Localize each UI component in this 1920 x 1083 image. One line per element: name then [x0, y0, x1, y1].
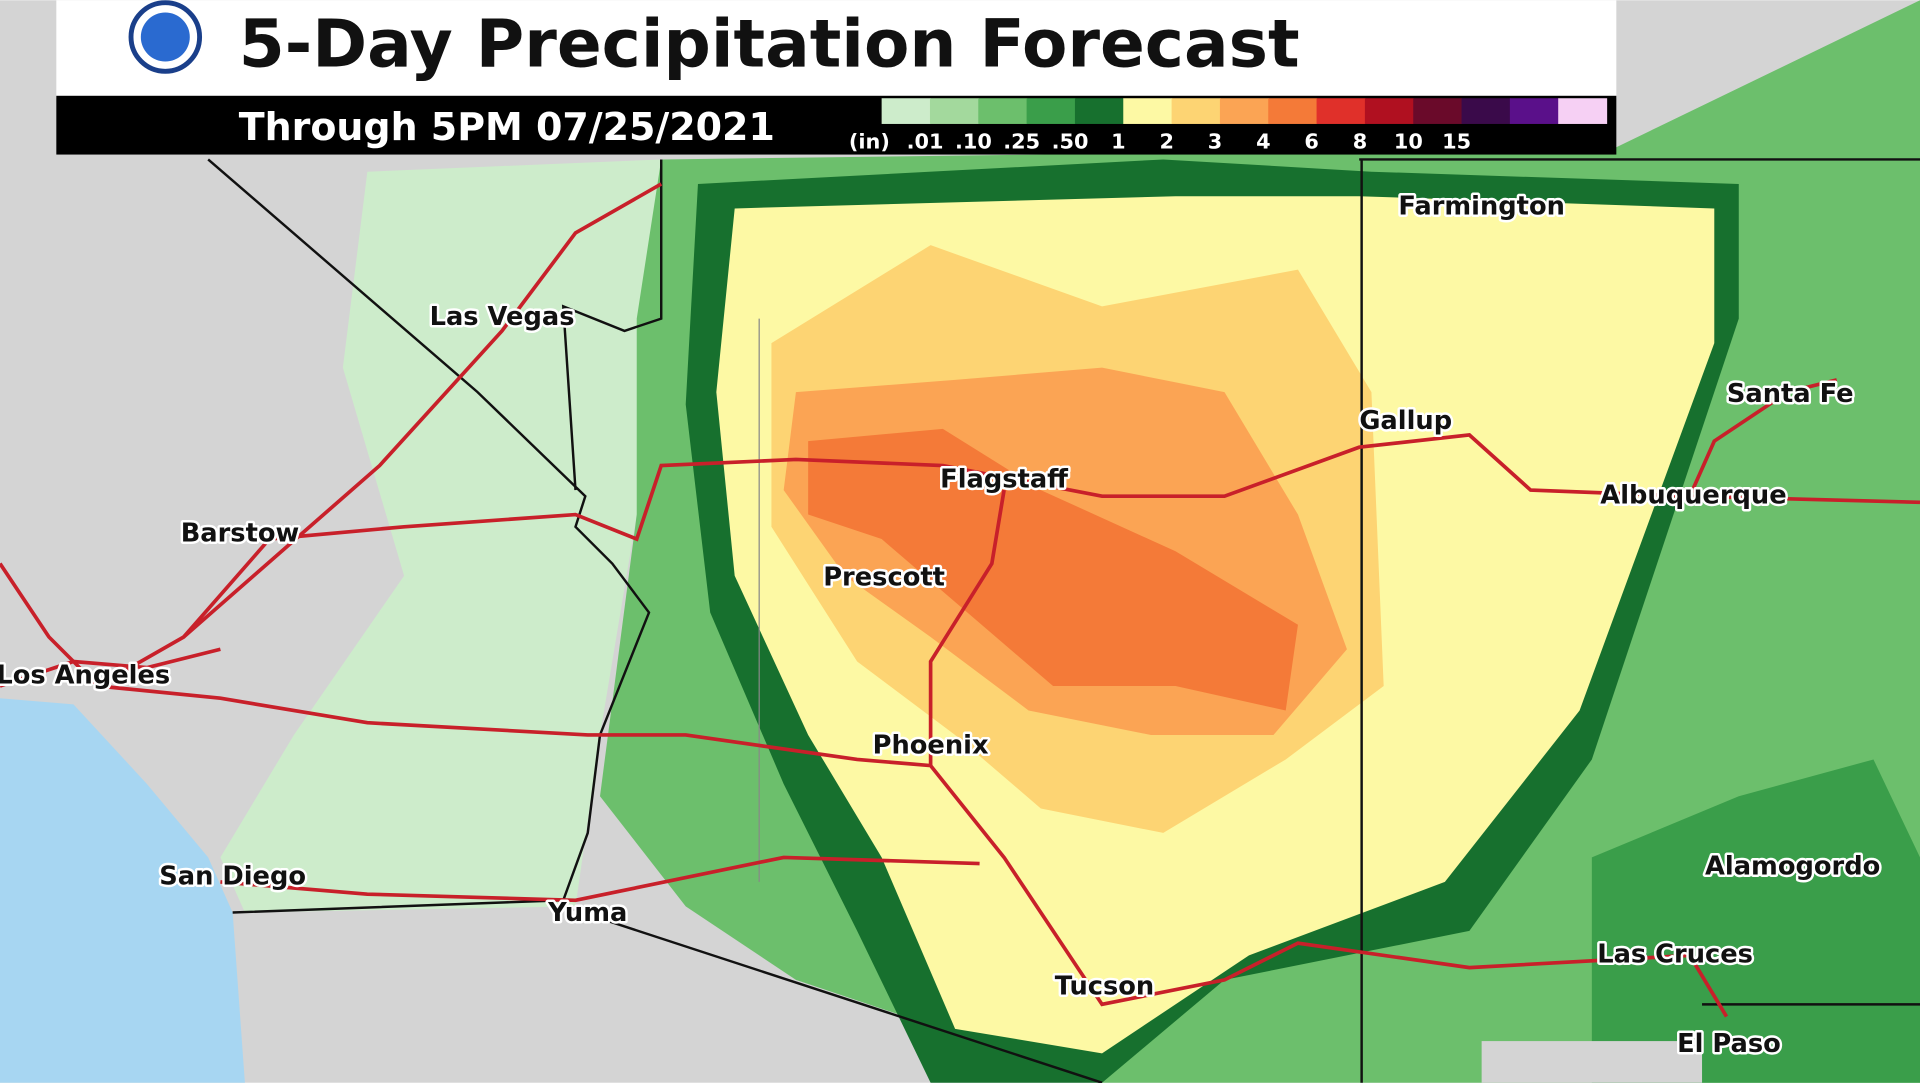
precip-dark-orange: [808, 428, 1298, 711]
title-bar: [56, 0, 1617, 99]
city-label: Phoenix: [873, 730, 989, 760]
i-10: [97, 684, 1729, 1018]
city-label: Las Cruces: [1597, 940, 1753, 970]
legend-label: 4: [1256, 129, 1270, 153]
i-15: [182, 182, 663, 639]
ocean: [0, 698, 245, 1083]
i-25: [1688, 378, 1838, 497]
legend-swatch: [1413, 98, 1463, 124]
city-label: Farmington: [1398, 192, 1565, 222]
legend-label: .50: [1052, 129, 1089, 153]
nws-logo-inner: [140, 12, 190, 62]
legend-label: .10: [955, 129, 992, 153]
precip-light: [220, 159, 686, 913]
mexico: [1481, 1041, 1703, 1083]
legend-label: 6: [1304, 129, 1318, 153]
city-label: San Diego: [159, 861, 306, 891]
legend-swatch: [1364, 98, 1414, 124]
legend-swatch: [1316, 98, 1366, 124]
legend-swatch: [881, 98, 931, 124]
city-label: Santa Fe: [1727, 379, 1854, 409]
legend-label: 8: [1353, 129, 1367, 153]
legend-label: .25: [1003, 129, 1040, 153]
legend-label: 3: [1208, 129, 1222, 153]
city-label: Prescott: [823, 563, 945, 593]
legend-label: 15: [1442, 129, 1471, 153]
legend-label: .01: [907, 129, 944, 153]
i-8: [220, 855, 980, 903]
i-40: [0, 433, 1920, 689]
legend-swatch: [1461, 98, 1511, 124]
legend-swatch: [978, 98, 1028, 124]
city-label: Flagstaff: [940, 465, 1069, 495]
city-label: Gallup: [1359, 406, 1452, 436]
ca-az-border: [207, 158, 651, 914]
precip-green-se: [1591, 759, 1920, 1083]
legend-swatch: [1171, 98, 1221, 124]
city-label: Alamogordo: [1705, 852, 1880, 882]
legend-label: 10: [1394, 129, 1423, 153]
legend-swatch: [1558, 98, 1608, 124]
legend-swatch: [1268, 98, 1318, 124]
legend-label: 2: [1159, 129, 1173, 153]
subtitle: Through 5PM 07/25/2021: [239, 105, 775, 149]
intl-border: [562, 905, 1103, 1083]
city-label: El Paso: [1677, 1029, 1781, 1059]
city-label: Tucson: [1055, 972, 1155, 1002]
legend-swatch: [1074, 98, 1124, 124]
legend-label: 1: [1111, 129, 1125, 153]
legend: .01 .10 .25 .50 1 2 3 4 6 8 10 15: [881, 98, 1608, 153]
city-label: Yuma: [547, 898, 627, 928]
legend-unit: (in): [849, 129, 890, 153]
nv-border: [561, 159, 663, 491]
city-label: Albuquerque: [1600, 481, 1786, 511]
legend-swatch: [929, 98, 979, 124]
legend-swatch: [1123, 98, 1173, 124]
city-label: Los Angeles: [0, 661, 170, 691]
legend-swatch: [1026, 98, 1076, 124]
legend-swatch: [1509, 98, 1559, 124]
i-17: [928, 489, 1006, 766]
la-roads: [0, 647, 221, 688]
title: 5-Day Precipitation Forecast: [239, 5, 1300, 82]
city-label: Las Vegas: [430, 302, 575, 332]
cities: Las Vegas Barstow Los Angeles San Diego Yuma…: [0, 189, 1883, 1061]
legend-swatch: [1219, 98, 1269, 124]
city-label: Barstow: [181, 519, 300, 549]
